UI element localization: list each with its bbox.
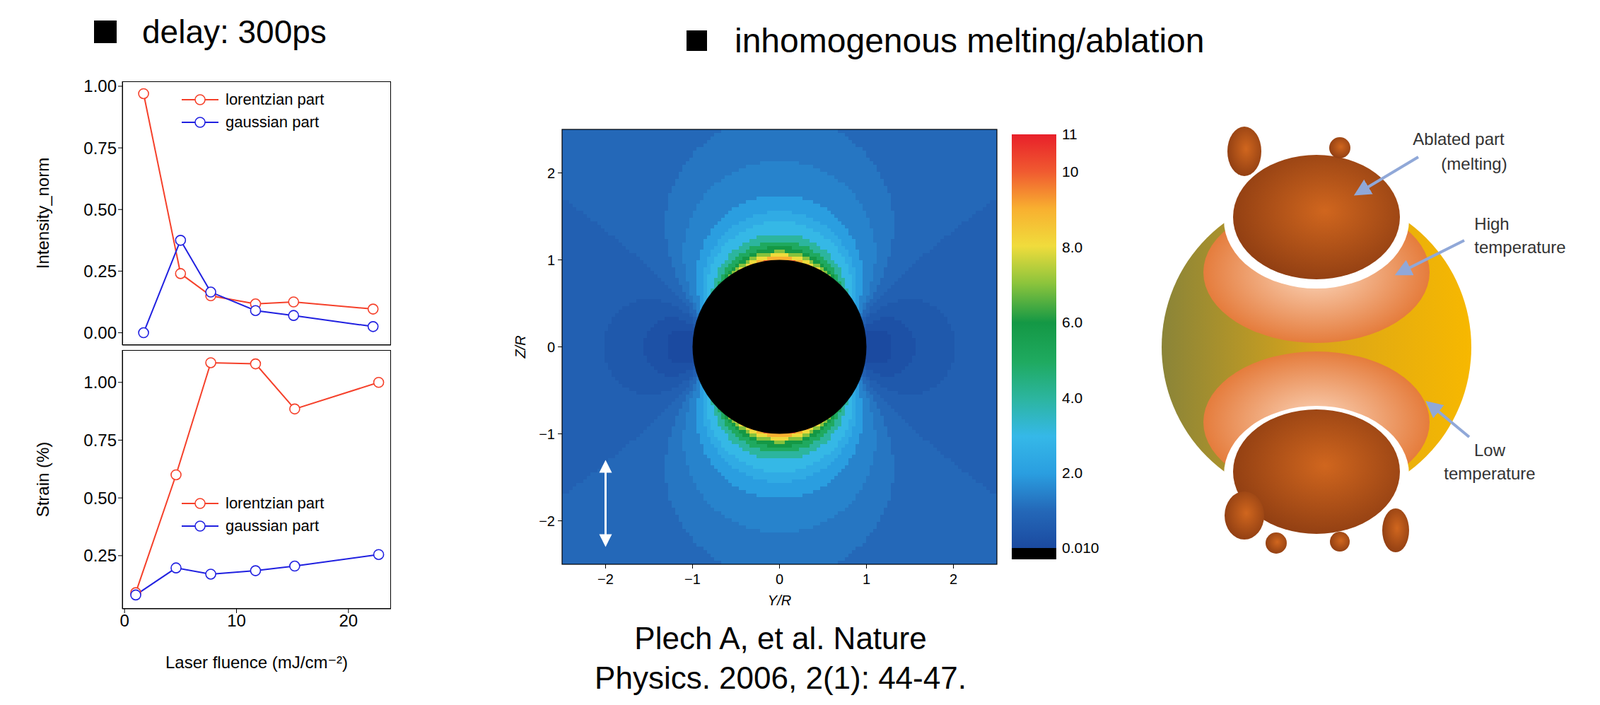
- svg-text:0: 0: [119, 610, 129, 630]
- svg-text:(melting): (melting): [1440, 154, 1507, 174]
- svg-text:inhomogenous melting/ablation: inhomogenous melting/ablation: [734, 21, 1205, 60]
- svg-text:0.00: 0.00: [83, 323, 117, 343]
- svg-text:0: 0: [547, 339, 556, 355]
- svg-text:0.25: 0.25: [83, 261, 117, 281]
- svg-text:Ablated part: Ablated part: [1412, 129, 1505, 149]
- svg-text:2: 2: [547, 165, 556, 181]
- svg-text:0.75: 0.75: [83, 138, 117, 158]
- svg-text:High: High: [1474, 214, 1509, 234]
- svg-text:6.0: 6.0: [1061, 313, 1083, 331]
- html-text:lorentzian part: lorentzian part: [225, 494, 325, 513]
- html-text:gaussian part: gaussian part: [225, 113, 319, 131]
- svg-text:0.75: 0.75: [83, 430, 117, 450]
- html-text:gaussian part: gaussian part: [225, 517, 319, 535]
- svg-text:0.50: 0.50: [83, 488, 117, 508]
- svg-text:Intensity_norm: Intensity_norm: [33, 157, 53, 269]
- svg-text:4.0: 4.0: [1061, 389, 1083, 406]
- svg-text:0.010: 0.010: [1061, 539, 1100, 556]
- svg-text:−1: −1: [684, 571, 701, 587]
- svg-text:1: 1: [547, 252, 556, 268]
- svg-text:Plech A, et al. Nature: Plech A, et al. Nature: [634, 620, 927, 656]
- html-text:lorentzian part: lorentzian part: [225, 90, 325, 109]
- svg-text:0.50: 0.50: [83, 200, 117, 220]
- svg-text:10: 10: [226, 610, 247, 630]
- svg-text:Z/R: Z/R: [512, 335, 529, 359]
- svg-text:10: 10: [1061, 163, 1079, 180]
- svg-text:0: 0: [775, 571, 784, 587]
- svg-text:1: 1: [862, 571, 871, 587]
- svg-text:temperature: temperature: [1443, 463, 1535, 483]
- svg-text:−1: −1: [538, 426, 556, 442]
- svg-text:1.00: 1.00: [83, 76, 117, 96]
- svg-text:2: 2: [949, 571, 958, 587]
- svg-text:−2: −2: [538, 513, 556, 529]
- svg-text:1.00: 1.00: [83, 372, 117, 392]
- svg-text:Low: Low: [1474, 440, 1506, 460]
- svg-text:Physics. 2006, 2(1): 44-47.: Physics. 2006, 2(1): 44-47.: [594, 660, 967, 696]
- svg-text:0.25: 0.25: [83, 545, 117, 565]
- svg-text:20: 20: [338, 610, 358, 630]
- svg-text:Strain (%): Strain (%): [33, 441, 53, 518]
- svg-text:temperature: temperature: [1474, 237, 1566, 257]
- svg-text:Laser fluence (mJ/cm⁻²): Laser fluence (mJ/cm⁻²): [165, 652, 348, 672]
- html-text:delay: 300ps: delay: 300ps: [142, 13, 327, 51]
- svg-text:8.0: 8.0: [1061, 238, 1083, 256]
- svg-text:11: 11: [1061, 125, 1078, 143]
- svg-text:2.0: 2.0: [1061, 464, 1083, 481]
- svg-text:−2: −2: [597, 571, 614, 587]
- svg-text:Y/R: Y/R: [767, 592, 792, 609]
